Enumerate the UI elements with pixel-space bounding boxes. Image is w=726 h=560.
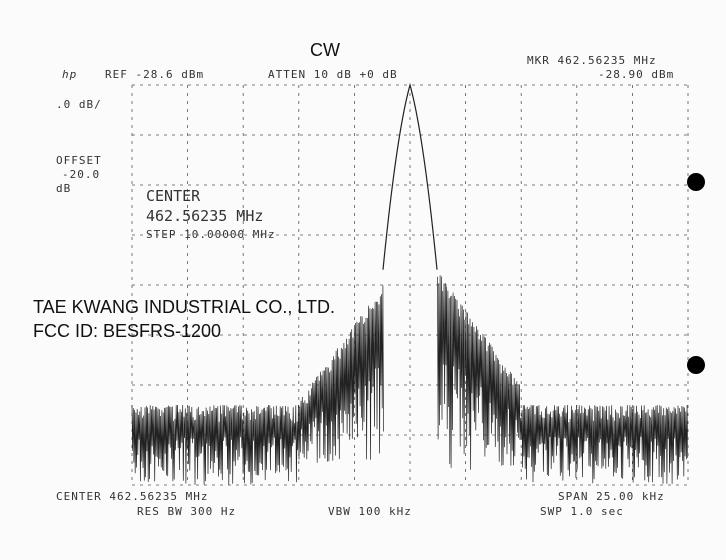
offset-unit: dB (56, 182, 71, 195)
trace-peak (382, 82, 438, 270)
company-name: TAE KWANG INDUSTRIAL CO., LTD. (33, 297, 335, 317)
footer-res-bw: RES BW 300 Hz (137, 505, 236, 518)
logo: hp (62, 68, 77, 81)
graticule (131, 84, 689, 486)
footer-center: CENTER 462.56235 MHz (56, 490, 208, 503)
title: CW (310, 40, 340, 60)
footer-span: SPAN 25.00 kHz (558, 490, 665, 503)
fcc-id: FCC ID: BESFRS-1200 (33, 321, 221, 341)
punch-hole (687, 356, 705, 374)
trace (131, 82, 689, 485)
ref: REF -28.6 dBm (105, 68, 204, 81)
atten: ATTEN 10 dB +0 dB (268, 68, 398, 81)
center-freq: 462.56235 MHz (146, 207, 263, 225)
punch-hole (687, 173, 705, 191)
footer-vbw: VBW 100 kHz (328, 505, 412, 518)
footer-swp: SWP 1.0 sec (540, 505, 624, 518)
offset-value: -20.0 (62, 168, 100, 181)
marker-level: -28.90 dBm (598, 68, 674, 81)
step: STEP 10.00000 MHz (146, 228, 276, 241)
marker-freq: MKR 462.56235 MHz (527, 54, 657, 67)
center-label: CENTER (146, 187, 201, 205)
scale: .0 dB/ (56, 98, 102, 111)
trace-noise (437, 275, 689, 484)
offset-label: OFFSET (56, 154, 102, 167)
trace-noise (131, 285, 384, 485)
